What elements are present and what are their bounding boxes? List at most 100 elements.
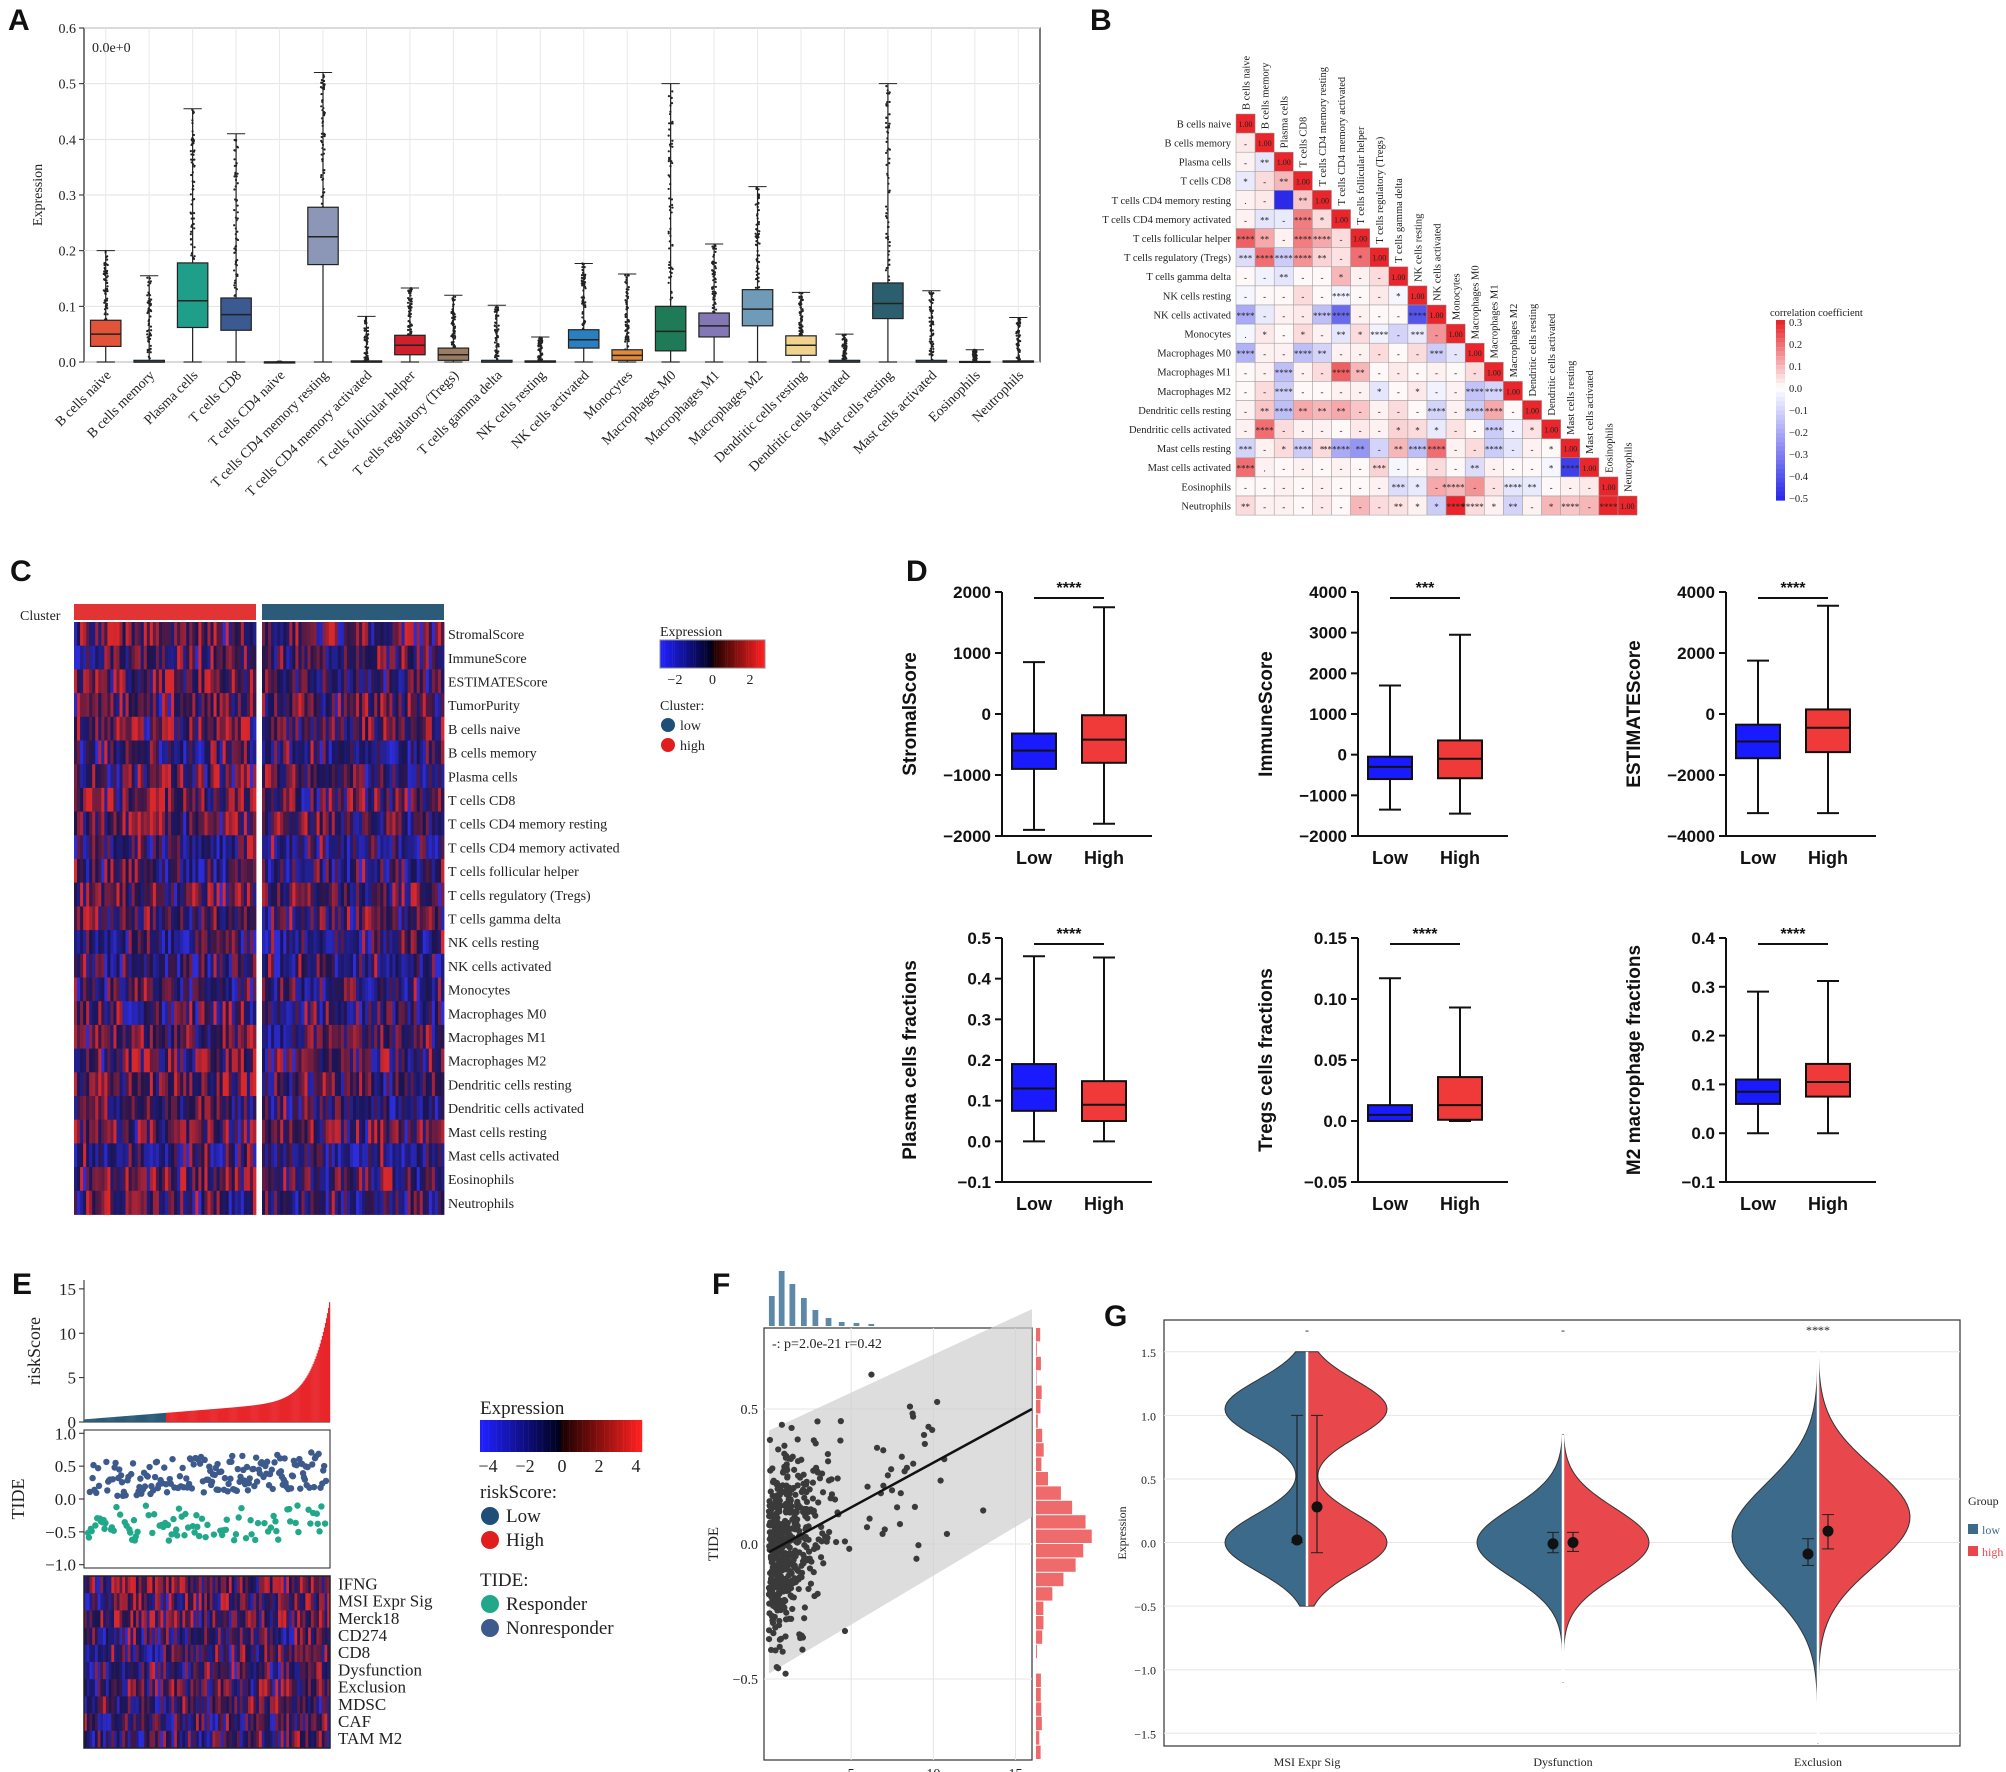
- heat-cell: [143, 1096, 148, 1121]
- heat-cell: [116, 1024, 120, 1049]
- heat-cell: [101, 977, 105, 1002]
- corr-sig-mark: -: [1244, 387, 1247, 397]
- heat-cell: [198, 1001, 202, 1026]
- outlier-point: [758, 230, 761, 233]
- outlier-point: [407, 325, 410, 328]
- heat-cell: [219, 953, 224, 978]
- heat-cell: [343, 787, 348, 812]
- heat-cell: [119, 716, 123, 741]
- heat-cell: [210, 1072, 214, 1097]
- legend-tick: −0.2: [1789, 428, 1808, 439]
- outlier-point: [667, 281, 670, 284]
- heat-cell: [213, 622, 217, 647]
- heat-cell: [362, 669, 366, 694]
- outlier-point: [233, 269, 236, 272]
- heat-cell: [325, 930, 330, 955]
- outlier-point: [667, 160, 670, 163]
- heat-cell: [425, 787, 430, 812]
- heat-cell: [404, 1072, 408, 1097]
- heat-cell: [425, 1167, 430, 1192]
- heat-cell: [374, 764, 378, 789]
- heat-cell: [365, 930, 369, 955]
- heat-cell: [340, 1048, 345, 1073]
- outlier-point: [667, 187, 670, 191]
- heat-cell: [392, 740, 396, 765]
- heat-cell: [201, 1096, 205, 1121]
- heat-cell: [346, 1119, 351, 1144]
- corr-diag-value: 1.00: [1487, 368, 1501, 377]
- heat-cell: [298, 716, 302, 741]
- heat-cell: [268, 1143, 272, 1168]
- heat-cell: [83, 645, 87, 670]
- heat-cell: [262, 669, 266, 694]
- heat-cell: [374, 977, 378, 1002]
- heat-cell: [365, 1167, 369, 1192]
- corr-sig-mark: -: [1301, 368, 1304, 378]
- heat-cell: [413, 693, 418, 718]
- corr-diag-value: 1.00: [1621, 502, 1635, 511]
- heat-cell: [265, 882, 269, 907]
- outlier-point: [885, 103, 888, 106]
- heat-cell: [222, 1001, 227, 1026]
- heat-cell: [328, 645, 333, 670]
- y-tick-label: 0.1: [59, 300, 77, 315]
- heat-cell: [222, 859, 227, 884]
- heat-cell: [292, 716, 296, 741]
- outlier-point: [798, 329, 801, 333]
- heat-cell: [419, 693, 424, 718]
- heat-cell: [101, 1072, 105, 1097]
- heat-cell: [116, 1048, 120, 1073]
- heat-cell: [425, 835, 430, 860]
- heat-cell: [228, 740, 233, 765]
- heat-cell: [434, 787, 439, 812]
- heat-cell: [168, 859, 172, 884]
- heat-cell: [268, 906, 272, 931]
- heat-cell: [283, 977, 287, 1002]
- outlier-point: [541, 339, 544, 342]
- heat-cell: [265, 859, 269, 884]
- heat-cell: [307, 1096, 311, 1121]
- heat-cell: [204, 1143, 208, 1168]
- outlier-point: [581, 268, 584, 272]
- heat-cell: [337, 1143, 342, 1168]
- heat-cell: [386, 953, 390, 978]
- box: [567, 329, 600, 349]
- heat-row-label: ImmuneScore: [448, 652, 527, 667]
- heat-cell: [146, 1001, 151, 1026]
- corr-sig-mark: ****: [1275, 253, 1294, 263]
- heat-cell: [428, 953, 433, 978]
- outlier-point: [888, 157, 891, 160]
- heat-cell: [249, 1001, 254, 1026]
- heat-cell: [107, 669, 111, 694]
- heat-cell: [86, 835, 90, 860]
- outlier-point: [193, 255, 196, 258]
- heat-cell: [437, 764, 442, 789]
- heat-cell: [107, 906, 111, 931]
- heat-cell: [165, 1119, 169, 1144]
- heat-cell: [252, 716, 257, 741]
- legend-swatch: [1776, 450, 1785, 456]
- heat-cell: [431, 716, 436, 741]
- heat-cell: [210, 977, 214, 1002]
- heat-cell: [398, 669, 402, 694]
- heat-cell: [431, 811, 436, 836]
- heat-cell: [213, 1167, 217, 1192]
- outlier-point: [146, 311, 149, 315]
- heat-cell: [371, 1096, 375, 1121]
- heat-cell: [80, 1143, 84, 1168]
- heat-cell: [180, 835, 184, 860]
- heat-cell: [319, 1072, 324, 1097]
- corr-row-label: Monocytes: [1184, 329, 1231, 340]
- heat-cell: [246, 882, 251, 907]
- heat-cell: [404, 645, 408, 670]
- heat-cell: [343, 1096, 348, 1121]
- heat-cell: [362, 977, 366, 1002]
- heat-cell: [101, 882, 105, 907]
- heat-cell: [92, 906, 96, 931]
- heat-cell: [340, 1167, 345, 1192]
- heat-cell: [359, 1167, 363, 1192]
- heat-cell: [246, 930, 251, 955]
- heat-cell: [277, 645, 281, 670]
- heat-cell: [134, 811, 139, 836]
- heat-cell: [389, 1072, 393, 1097]
